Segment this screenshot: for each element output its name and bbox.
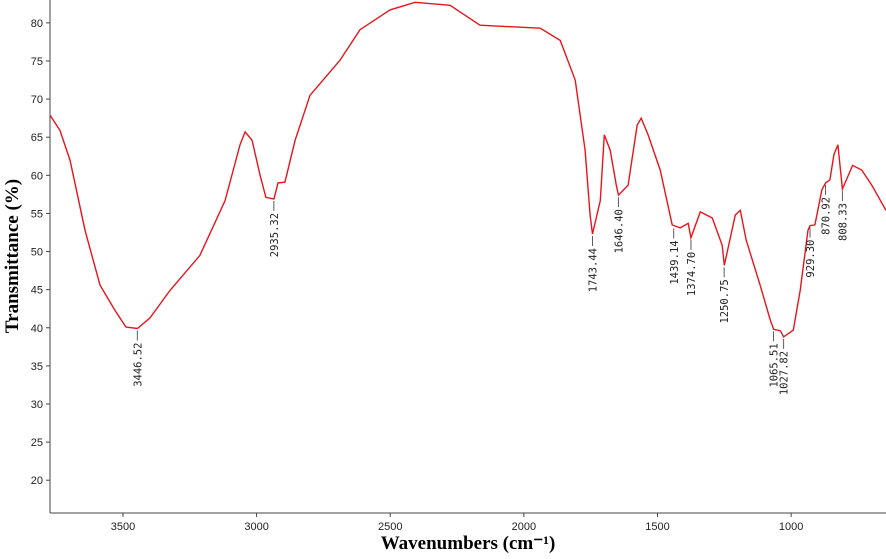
y-axis-title: Transmittance (%) [2,179,23,333]
y-tick-label: 40 [31,323,43,335]
y-tick-label: 75 [31,56,43,68]
x-tick-label: 2500 [378,521,402,533]
x-tick-label: 3000 [244,521,268,533]
y-tick-label: 20 [31,475,43,487]
x-tick-label: 2000 [512,521,536,533]
annotation-label: 1065.51 [769,343,781,387]
x-tick-label: 3500 [111,521,135,533]
annotation-label: 1439.14 [669,240,681,284]
y-tick-label: 50 [31,247,43,259]
x-tick-label: 1500 [645,521,669,533]
annotation-label: 3446.52 [132,343,144,387]
annotation-label: 929.30 [805,240,817,278]
annotation-label: 870.92 [821,197,833,235]
y-tick-label: 80 [31,18,43,30]
y-tick-label: 35 [31,361,43,373]
y-tick-label: 25 [31,437,43,449]
line [49,1,886,338]
annotation-label: 1374.70 [686,252,698,296]
annotation-label: 1027.82 [779,351,791,395]
y-tick-label: 45 [31,285,43,297]
y-tick-label: 55 [31,208,43,220]
annotation-label: 808.33 [837,203,849,241]
y-tick-label: 70 [31,94,43,106]
x-tick-label: 1000 [779,521,803,533]
annotation-label: 1743.44 [587,248,599,292]
y-tick-label: 60 [31,170,43,182]
annotation-label: 2935.32 [269,213,281,257]
annotation-label: 1250.75 [719,279,731,323]
y-tick-label: 65 [31,132,43,144]
y-tick-label: 30 [31,399,43,411]
annotation-label: 1646.40 [613,209,625,253]
x-axis-title: Wavenumbers (cm⁻¹) [381,533,556,554]
